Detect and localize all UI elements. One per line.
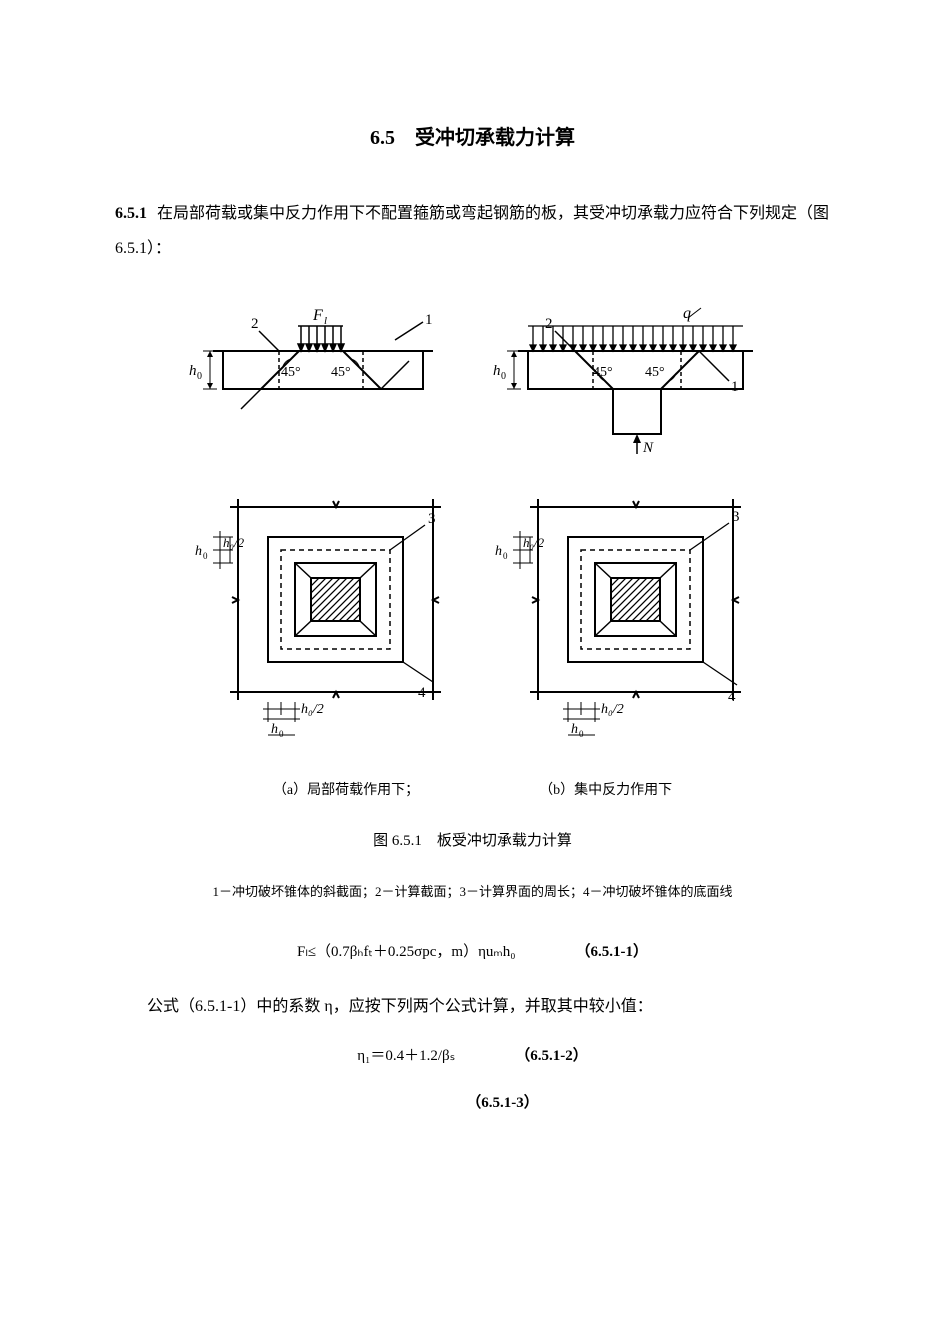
- subfig-a-elev: F l 2 1 45° 45°: [183, 296, 443, 467]
- dim-h02-a-left: h₀/2: [223, 535, 245, 550]
- formula-1-eq: Fₗ≤（0.7βₕfₜ＋0.25σpc，m）ηuₘh₀: [297, 939, 516, 966]
- figure-6-5-1: F l 2 1 45° 45°: [115, 296, 830, 903]
- label-h0-b: h: [493, 363, 501, 379]
- svg-text:0: 0: [203, 551, 208, 561]
- label-h0-a: h: [189, 363, 197, 379]
- formula-2-eq: η₁＝0.4＋1.2/βₛ: [357, 1043, 455, 1070]
- label-2-b: 2: [545, 316, 553, 332]
- subcaption-b: （b）集中反力作用下: [539, 778, 672, 803]
- subfig-a-plan: 3 4 h0 h₀/2: [193, 487, 453, 758]
- formula-3: （6.5.1-3）: [115, 1090, 830, 1117]
- label-3-a: 3: [428, 511, 436, 527]
- label-F-sub: l: [324, 315, 327, 327]
- dim-h0-a: h: [195, 544, 202, 559]
- label-3-b: 3: [732, 509, 740, 525]
- label-45-b1: 45°: [593, 365, 613, 380]
- formula-1-num: （6.5.1-1）: [576, 939, 649, 966]
- label-2-a: 2: [251, 316, 259, 332]
- label-45-b2: 45°: [645, 365, 665, 380]
- figure-caption: 图 6.5.1 板受冲切承载力计算: [115, 828, 830, 855]
- formula-2-num: （6.5.1-2）: [515, 1043, 588, 1070]
- dim-h0-b: h: [495, 544, 502, 559]
- formula-note: 公式（6.5.1-1）中的系数 η，应按下列两个公式计算，并取其中较小值：: [115, 991, 830, 1023]
- formula-1: Fₗ≤（0.7βₕfₜ＋0.25σpc，m）ηuₘh₀ （6.5.1-1）: [115, 939, 830, 966]
- figure-top-row: F l 2 1 45° 45°: [115, 296, 830, 467]
- label-4-a: 4: [418, 685, 426, 701]
- section-number: 6.5: [370, 127, 395, 149]
- dim-h02-b-left: h₀/2: [523, 535, 545, 550]
- label-F: F: [312, 307, 323, 324]
- clause-text: 在局部荷载或集中反力作用下不配置箍筋或弯起钢筋的板，其受冲切承载力应符合下列规定…: [115, 205, 829, 257]
- dim-h02-b-bot: h₀/2: [601, 702, 624, 717]
- clause-number: 6.5.1: [115, 205, 147, 222]
- dim-h02-a-bot: h₀/2: [301, 702, 324, 717]
- label-N: N: [642, 440, 654, 456]
- section-title: 6.5 受冲切承载力计算: [115, 120, 830, 156]
- label-q: q: [683, 305, 691, 322]
- figure-legend: 1－冲切破坏锥体的斜截面；2－计算截面；3－计算界面的周长；4－冲切破坏锥体的底…: [115, 880, 830, 903]
- label-1-b: 1: [731, 379, 739, 395]
- formula-3-num: （6.5.1-3）: [466, 1090, 539, 1117]
- label-45-a1: 45°: [281, 365, 301, 380]
- sub-captions: （a）局部荷载作用下； （b）集中反力作用下: [115, 778, 830, 803]
- label-h0sub-a: 0: [197, 371, 202, 382]
- subfig-b-elev: q 2 1 45° 45°: [483, 296, 763, 467]
- label-1-a: 1: [425, 312, 433, 328]
- figure-bottom-row: 3 4 h0 h₀/2: [115, 487, 830, 758]
- svg-text:0: 0: [503, 551, 508, 561]
- section-title-text: 受冲切承载力计算: [415, 127, 575, 149]
- subfig-b-plan: 3 4 h0 h₀/2 h: [493, 487, 753, 758]
- clause-6-5-1: 6.5.1在局部荷载或集中反力作用下不配置箍筋或弯起钢筋的板，其受冲切承载力应符…: [115, 196, 830, 266]
- subcaption-a: （a）局部荷载作用下；: [273, 778, 419, 803]
- label-4-b: 4: [728, 689, 736, 705]
- svg-text:0: 0: [279, 729, 284, 739]
- formula-2: η₁＝0.4＋1.2/βₛ （6.5.1-2）: [115, 1043, 830, 1070]
- label-h0sub-b: 0: [501, 371, 506, 382]
- svg-text:0: 0: [579, 729, 584, 739]
- label-45-a2: 45°: [331, 365, 351, 380]
